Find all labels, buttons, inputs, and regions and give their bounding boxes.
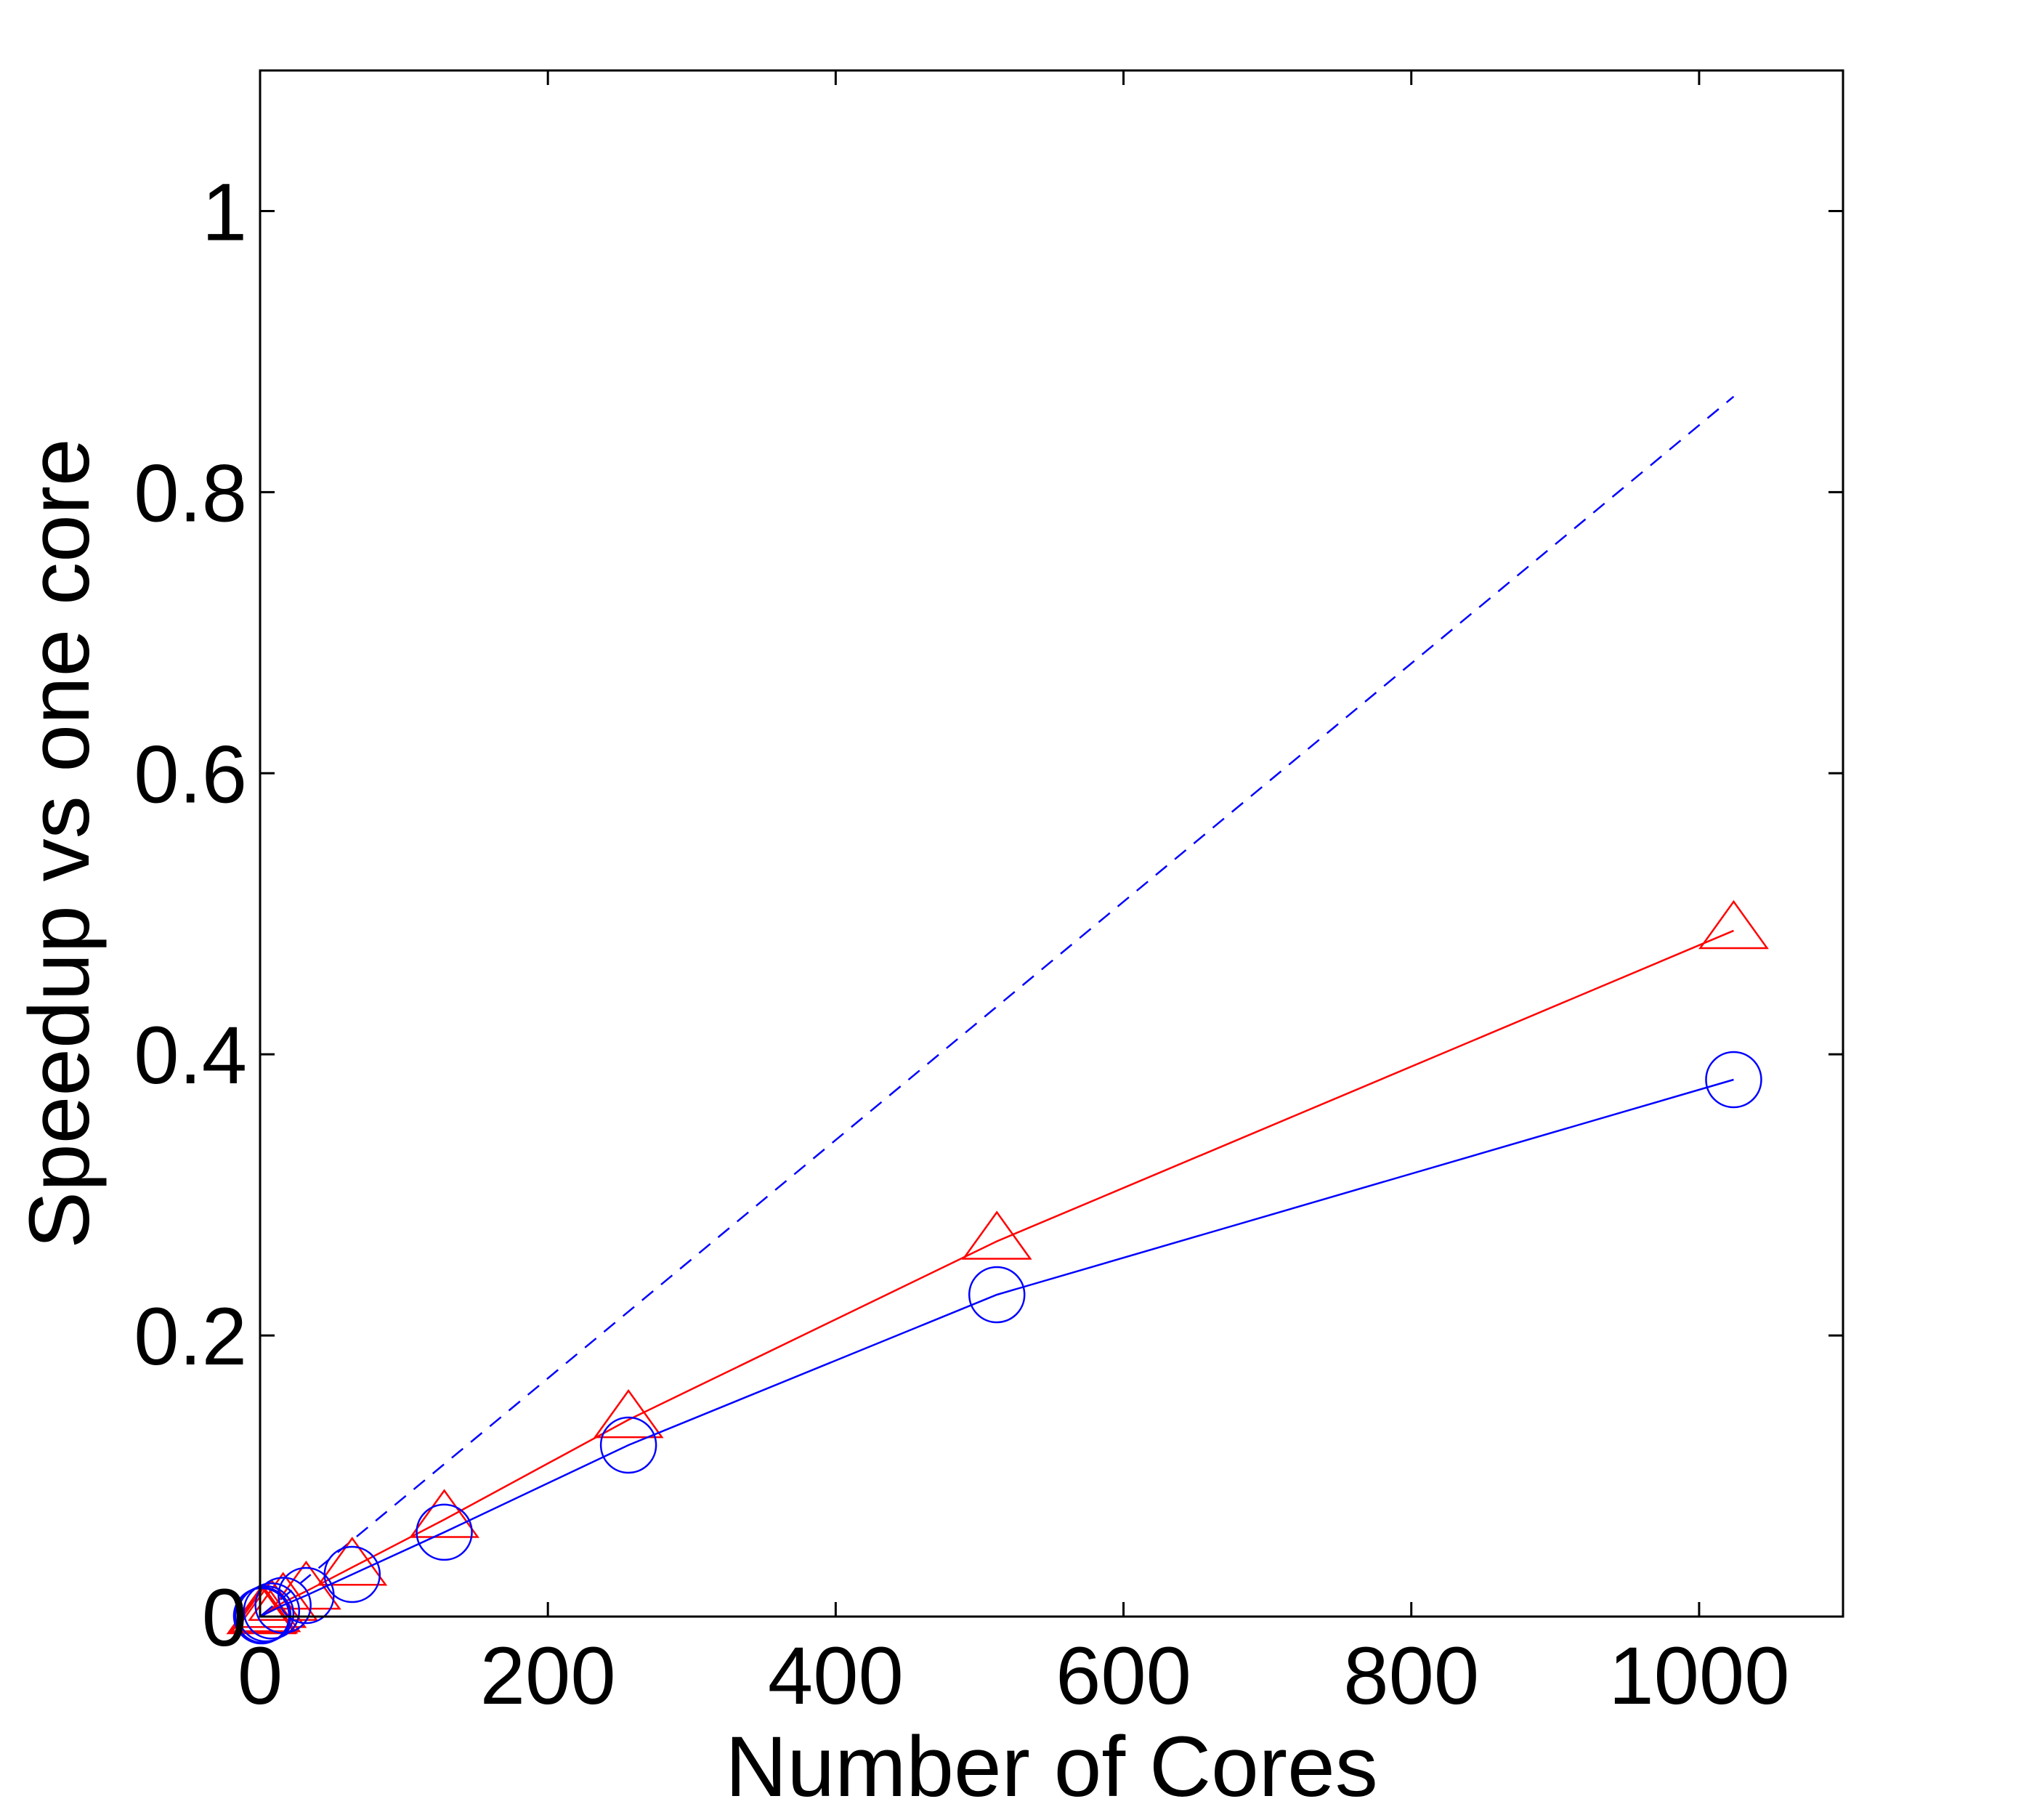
x-tick-label: 1000 (1608, 1630, 1789, 1721)
x-tick-label: 200 (480, 1630, 616, 1721)
series-2-circle-marker (323, 1545, 381, 1603)
x-tick-label: 600 (1056, 1630, 1191, 1721)
x-axis-title: Number of Cores (725, 1719, 1377, 1815)
x-tick-label: 800 (1343, 1630, 1479, 1721)
tick-layer: 0 200 400 600 800 1000 0 0.2 0.4 0.6 0.8 1 (134, 70, 1843, 1721)
series-2-circle-marker (599, 1416, 657, 1474)
y-tick-label: 0.8 (134, 448, 247, 538)
y-tick-label: 0.2 (134, 1291, 247, 1382)
series-1-triangle-marker (409, 1489, 479, 1538)
series-1-triangle-marker (317, 1537, 388, 1586)
series-2-line (261, 1078, 1734, 1617)
series-2-circle-marker (243, 1582, 301, 1640)
y-tick-label: 0.4 (134, 1010, 247, 1101)
plot-area-frame (259, 69, 1844, 1618)
series-1-triangle-marker (248, 1572, 319, 1621)
y-axis-title: Speedup vs one core (12, 438, 108, 1248)
series-1-triangle-marker (961, 1210, 1032, 1260)
series-1-triangle-marker (1698, 899, 1769, 950)
x-tick-label: 400 (768, 1630, 904, 1721)
y-tick-label: 0 (202, 1572, 247, 1663)
series-1-triangle-marker (593, 1389, 664, 1439)
series-0-line (261, 395, 1735, 1617)
y-tick-label: 1 (202, 166, 247, 257)
series-2-circle-marker (968, 1266, 1026, 1324)
series-2-circle-marker (254, 1577, 312, 1634)
series-2-circle-marker (416, 1503, 473, 1561)
x-tick-label: 0 (238, 1630, 283, 1721)
series-2-circle-marker (1705, 1051, 1762, 1109)
series-2-circle-marker (237, 1585, 295, 1643)
y-tick-label: 0.6 (134, 729, 247, 820)
